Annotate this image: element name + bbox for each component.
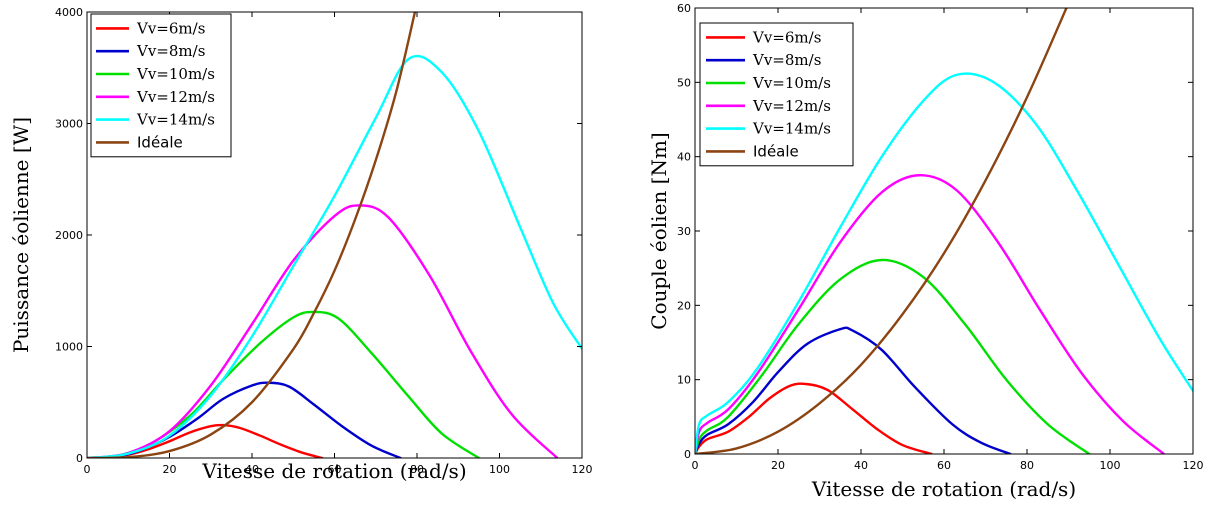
legend-label: Vv=8m/s — [136, 42, 205, 60]
series-line-1 — [87, 381, 402, 458]
y-tick-label: 4000 — [55, 6, 83, 19]
legend-label: Vv=10m/s — [752, 74, 831, 92]
x-tick-label: 100 — [1100, 459, 1121, 472]
y-tick-label: 40 — [677, 151, 691, 164]
series-line-0 — [87, 423, 324, 458]
y-tick-label: 3000 — [55, 118, 83, 131]
x-tick-label: 120 — [1183, 459, 1204, 472]
series-line-5 — [87, 12, 417, 458]
series-line-3 — [695, 174, 1166, 454]
legend-label: Idéale — [753, 142, 799, 160]
series-group — [87, 12, 582, 458]
legend-label: Vv=8m/s — [752, 51, 821, 69]
series-line-3 — [87, 204, 559, 458]
y-axis-label: Couple éolien [Nm] — [647, 132, 671, 329]
x-axis-label: Vitesse de rotation (rad/s) — [811, 477, 1076, 501]
y-tick-label: 30 — [677, 225, 691, 238]
legend-label: Idéale — [137, 133, 183, 151]
legend-label: Vv=6m/s — [752, 28, 821, 46]
y-tick-label: 0 — [684, 448, 691, 461]
x-tick-label: 60 — [937, 459, 951, 472]
series-line-2 — [695, 258, 1091, 454]
series-line-0 — [695, 382, 933, 454]
legend: Vv=6m/s Vv=8m/s Vv=10m/s Vv=12m/s Vv=14m/s Id… — [699, 22, 854, 167]
torque-chart: 0 20 40 60 80 100 120 0 10 20 30 40 50 60 Vitesse de r… — [647, 2, 1204, 501]
legend-box — [699, 22, 854, 167]
legend: Vv=6m/s Vv=8m/s Vv=10m/s Vv=12m/s Vv=14m/s Id… — [90, 13, 232, 158]
legend-label: Vv=14m/s — [136, 111, 215, 129]
x-tick-label: 40 — [245, 463, 259, 476]
y-tick-label: 60 — [677, 2, 691, 15]
x-tick-label: 80 — [410, 463, 424, 476]
series-line-4 — [695, 72, 1193, 454]
x-tick-label: 0 — [692, 459, 699, 472]
series-group — [695, 8, 1193, 454]
y-tick-label: 0 — [76, 452, 83, 465]
series-line-1 — [695, 326, 1012, 454]
y-axis-label: Puissance éolienne [W] — [9, 117, 33, 353]
legend-label: Vv=10m/s — [136, 65, 215, 83]
legend-box — [90, 13, 232, 158]
y-tick-label: 50 — [677, 76, 691, 89]
x-tick-label: 120 — [572, 463, 593, 476]
legend-label: Vv=6m/s — [136, 19, 205, 37]
x-tick-label: 100 — [489, 463, 510, 476]
x-tick-label: 0 — [84, 463, 91, 476]
legend-label: Vv=12m/s — [752, 97, 831, 115]
x-tick-label: 20 — [771, 459, 785, 472]
y-tick-label: 20 — [677, 299, 691, 312]
x-tick-label: 80 — [1020, 459, 1034, 472]
series-line-5 — [695, 8, 1068, 454]
y-tick-label: 10 — [677, 374, 691, 387]
x-tick-label: 40 — [854, 459, 868, 472]
series-line-4 — [87, 54, 582, 458]
y-tick-label: 2000 — [55, 229, 83, 242]
x-tick-label: 60 — [328, 463, 342, 476]
power-chart: 0 20 40 60 80 100 120 0 1000 2000 3000 4000 Vitesse … — [9, 6, 593, 483]
x-axis-label: Vitesse de rotation (rad/s) — [201, 459, 466, 483]
y-tick-label: 1000 — [55, 341, 83, 354]
x-tick-label: 20 — [163, 463, 177, 476]
legend-label: Vv=12m/s — [136, 88, 215, 106]
legend-label: Vv=14m/s — [752, 120, 831, 138]
